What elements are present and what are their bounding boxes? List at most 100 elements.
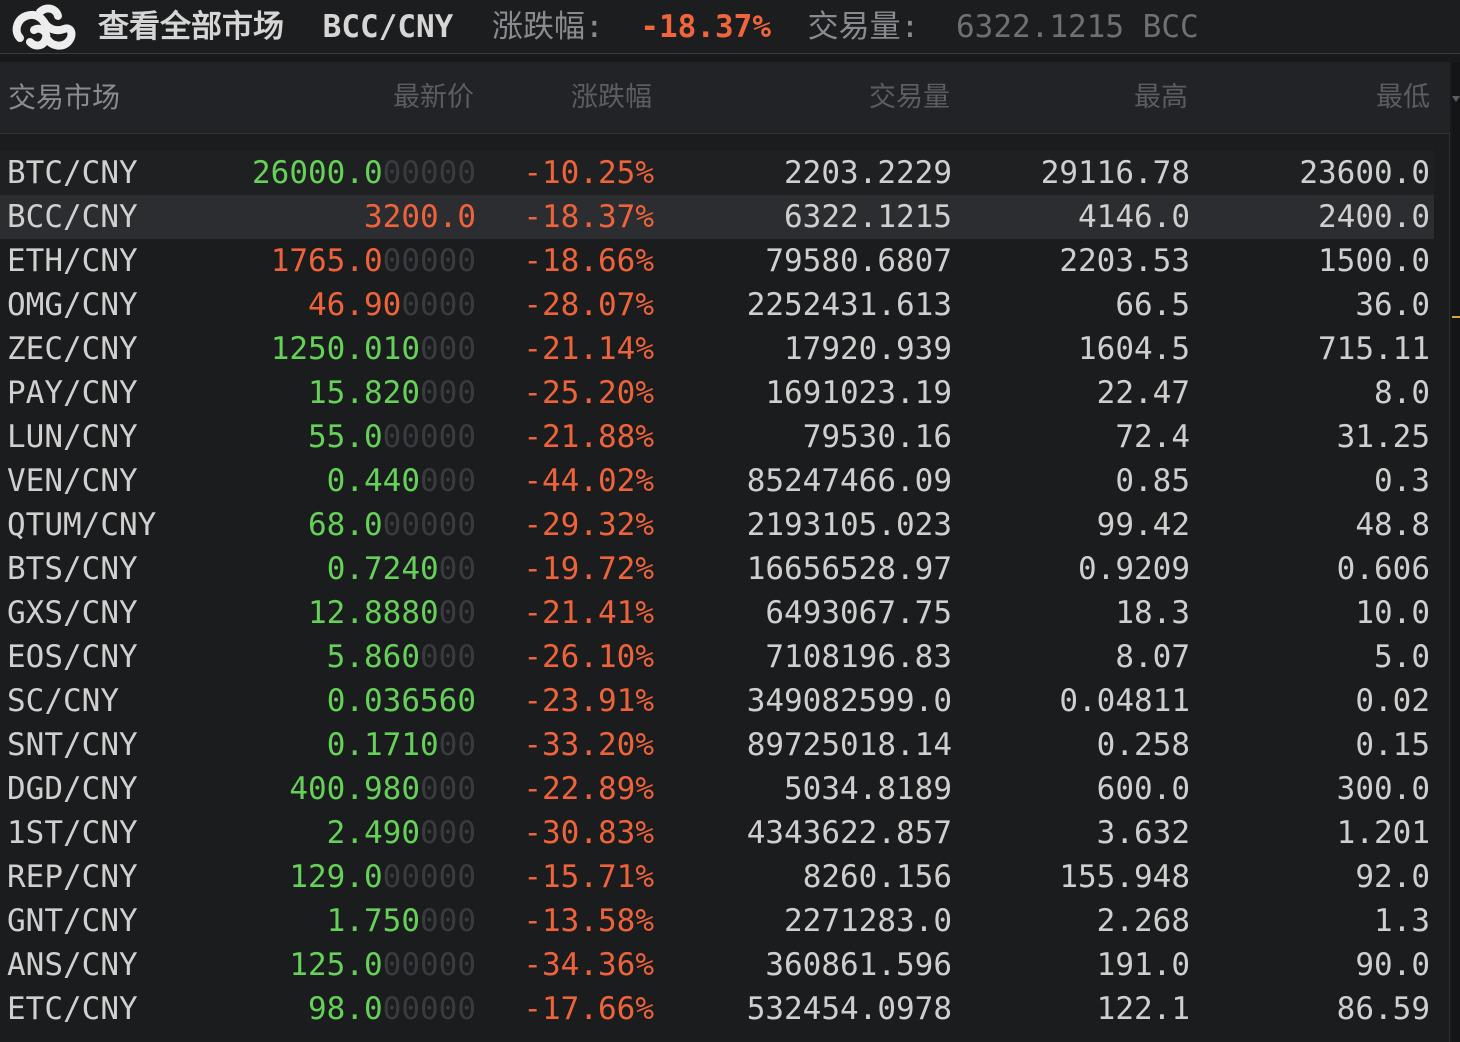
low-price: 92.0 — [1355, 859, 1430, 895]
last-price: 0.724000 — [327, 547, 476, 591]
price-value: 3200.0 — [364, 199, 476, 235]
last-price: 12.888000 — [308, 591, 476, 635]
market-row[interactable]: ETC/CNY 98.000000 -17.66% 532454.0978 122.1 8… — [0, 987, 1434, 1031]
market-row[interactable]: BCC/CNY 3200.0 -18.37% 6322.1215 4146.0 2400.… — [0, 195, 1434, 239]
market-row[interactable]: SC/CNY 0.036560 -23.91% 349082599.0 0.04811 0… — [0, 679, 1434, 723]
market-row[interactable]: BTS/CNY 0.724000 -19.72% 16656528.97 0.9209 0… — [0, 547, 1434, 591]
low-price: 0.3 — [1374, 463, 1430, 499]
market-pair: 1ST/CNY — [7, 815, 138, 851]
volume: 79580.6807 — [765, 243, 952, 279]
low-price: 1.201 — [1336, 815, 1430, 851]
market-pair: BCC/CNY — [7, 199, 138, 235]
market-pair: QTUM/CNY — [7, 507, 157, 543]
volume: 79530.16 — [802, 419, 952, 455]
price-value: 0.440 — [326, 463, 420, 499]
last-price: 46.900000 — [308, 283, 476, 327]
last-price: 68.000000 — [308, 503, 476, 547]
chevron-down-icon — [1452, 96, 1460, 102]
price-value: 0.036560 — [326, 683, 476, 719]
market-pair: BTS/CNY — [7, 551, 138, 587]
market-row[interactable]: SNT/CNY 0.171000 -33.20% 89725018.14 0.258 0.… — [0, 723, 1434, 767]
market-row[interactable]: 1ST/CNY 2.490000 -30.83% 4343622.857 3.632 1.… — [0, 811, 1434, 855]
price-padding: 00000 — [382, 507, 476, 543]
change-percent: -18.37% — [523, 199, 654, 235]
price-padding: 00000 — [382, 243, 476, 279]
low-price: 0.02 — [1355, 683, 1430, 719]
view-all-markets-link[interactable]: 查看全部市场 — [98, 9, 284, 45]
change-percent: -30.83% — [523, 815, 654, 851]
header-high[interactable]: 最高 — [1134, 82, 1188, 113]
last-price: 1.750000 — [327, 899, 476, 943]
price-value: 125.0 — [289, 947, 383, 983]
volume: 532454.0978 — [746, 991, 952, 1027]
market-row[interactable]: ETH/CNY 1765.000000 -18.66% 79580.6807 2203.… — [0, 239, 1434, 283]
price-value: 0.1710 — [326, 727, 439, 763]
market-row[interactable]: BTC/CNY 26000.000000 -10.25% 2203.2229 29116… — [0, 151, 1434, 195]
header-price[interactable]: 最新价 — [393, 82, 474, 113]
header-market[interactable]: 交易市场 — [8, 81, 121, 114]
change-percent: -19.72% — [523, 551, 654, 587]
change-percent: -28.07% — [523, 287, 654, 323]
header-volume[interactable]: 交易量 — [869, 82, 950, 113]
high-price: 3.632 — [1096, 815, 1190, 851]
price-value: 1765.0 — [270, 243, 383, 279]
price-value: 1250.010 — [270, 331, 420, 367]
market-pair: SNT/CNY — [7, 727, 138, 763]
high-price: 0.258 — [1096, 727, 1190, 763]
market-row[interactable]: EOS/CNY 5.860000 -26.10% 7108196.83 8.07 5.0 — [0, 635, 1434, 679]
market-pair: ANS/CNY — [7, 947, 138, 983]
last-price: 2.490000 — [327, 811, 476, 855]
volume-label: 交易量: — [807, 9, 920, 45]
high-price: 22.47 — [1096, 375, 1190, 411]
high-price: 99.42 — [1096, 507, 1190, 543]
header-low[interactable]: 最低 — [1376, 82, 1430, 113]
header-change[interactable]: 涨跌幅 — [571, 82, 652, 113]
low-price: 1500.0 — [1318, 243, 1430, 279]
scrollbar-track[interactable] — [1452, 62, 1460, 1042]
last-price: 129.000000 — [289, 855, 476, 899]
last-price: 0.036560 — [327, 679, 476, 723]
price-padding: 000 — [420, 375, 476, 411]
price-padding: 000 — [420, 463, 476, 499]
market-row[interactable]: PAY/CNY 15.820000 -25.20% 1691023.19 22.47 8.… — [0, 371, 1434, 415]
market-row[interactable]: OMG/CNY 46.900000 -28.07% 2252431.613 66.5 36… — [0, 283, 1434, 327]
last-price: 3200.0 — [364, 195, 476, 239]
price-padding: 000 — [420, 903, 476, 939]
price-value: 0.7240 — [326, 551, 439, 587]
market-pair: OMG/CNY — [7, 287, 138, 323]
market-pair: ZEC/CNY — [7, 331, 138, 367]
high-price: 0.9209 — [1078, 551, 1190, 587]
low-price: 31.25 — [1336, 419, 1430, 455]
market-row[interactable]: GXS/CNY 12.888000 -21.41% 6493067.75 18.3 10.… — [0, 591, 1434, 635]
low-price: 8.0 — [1374, 375, 1430, 411]
market-row[interactable]: GNT/CNY 1.750000 -13.58% 2271283.0 2.268 1.3 — [0, 899, 1434, 943]
last-price: 5.860000 — [327, 635, 476, 679]
market-row[interactable]: REP/CNY 129.000000 -15.71% 8260.156 155.948 9… — [0, 855, 1434, 899]
link-chain-logo-icon[interactable] — [10, 2, 78, 52]
high-price: 2.268 — [1096, 903, 1190, 939]
last-price: 98.000000 — [308, 987, 476, 1031]
price-padding: 00 — [438, 727, 476, 763]
volume-value: 6322.1215 BCC — [956, 9, 1199, 45]
market-pair: SC/CNY — [7, 683, 119, 719]
market-row[interactable]: DGD/CNY 400.980000 -22.89% 5034.8189 600.0 30… — [0, 767, 1434, 811]
market-pair: ETC/CNY — [7, 991, 138, 1027]
volume: 7108196.83 — [765, 639, 952, 675]
market-row[interactable]: LUN/CNY 55.000000 -21.88% 79530.16 72.4 31.25 — [0, 415, 1434, 459]
change-percent: -17.66% — [523, 991, 654, 1027]
price-value: 46.90 — [308, 287, 402, 323]
market-row[interactable]: QTUM/CNY 68.000000 -29.32% 2193105.023 99.42… — [0, 503, 1434, 547]
volume: 17920.939 — [784, 331, 952, 367]
last-price: 26000.000000 — [252, 151, 476, 195]
last-price: 0.171000 — [327, 723, 476, 767]
change-percent: -29.32% — [523, 507, 654, 543]
market-row[interactable]: ZEC/CNY 1250.010000 -21.14% 17920.939 1604.5… — [0, 327, 1434, 371]
high-price: 600.0 — [1096, 771, 1190, 807]
market-pair: ETH/CNY — [7, 243, 138, 279]
market-row[interactable]: ANS/CNY 125.000000 -34.36% 360861.596 191.0 9… — [0, 943, 1434, 987]
price-padding: 000 — [420, 771, 476, 807]
high-price: 122.1 — [1096, 991, 1190, 1027]
market-row[interactable]: VEN/CNY 0.440000 -44.02% 85247466.09 0.85 0.3 — [0, 459, 1434, 503]
market-pair: BTC/CNY — [7, 155, 138, 191]
change-percent: -15.71% — [523, 859, 654, 895]
